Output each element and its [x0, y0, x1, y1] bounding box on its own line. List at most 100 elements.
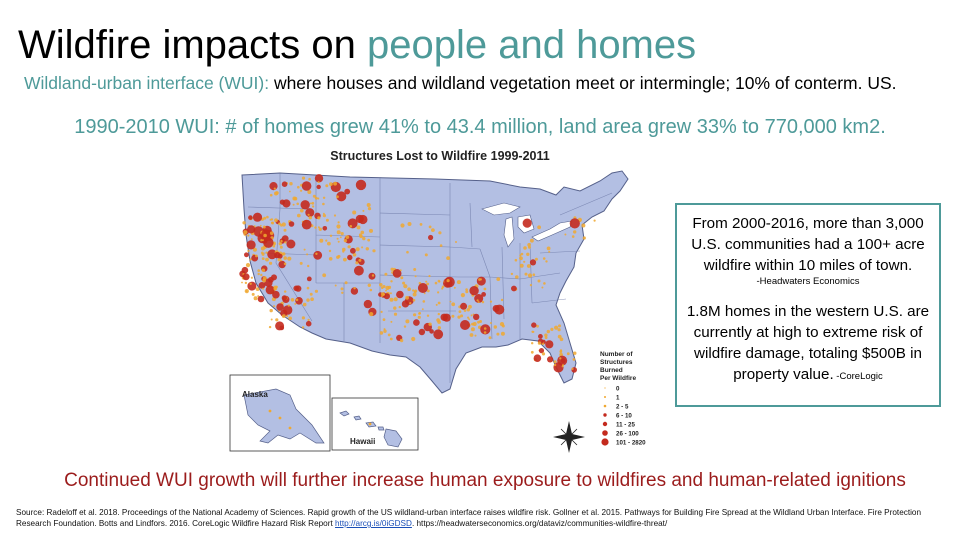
map-title: Structures Lost to Wildfire 1999-2011 — [330, 149, 549, 163]
fire-point — [286, 315, 289, 317]
fire-point — [381, 295, 383, 298]
fire-point — [390, 280, 393, 283]
fire-point — [314, 196, 318, 200]
wildfire-points — [239, 174, 596, 430]
fire-point — [341, 291, 344, 294]
legend-title-2: Structures — [600, 359, 633, 366]
fire-point — [301, 316, 305, 320]
fire-point — [253, 296, 258, 301]
fire-point — [496, 277, 501, 281]
fire-point — [314, 289, 318, 293]
fire-point — [524, 272, 528, 276]
fire-point — [367, 283, 371, 287]
fire-point — [268, 409, 272, 413]
legend-title-4: Per Wildfire — [600, 375, 636, 382]
fire-point — [250, 276, 253, 279]
fire-point — [437, 312, 440, 316]
fire-point — [553, 363, 557, 367]
fire-point — [477, 301, 480, 304]
fire-point — [288, 316, 292, 321]
fire-point — [325, 239, 328, 242]
fire-point — [546, 329, 550, 334]
fire-point — [308, 216, 312, 220]
fire-point — [355, 247, 360, 252]
fire-point — [365, 247, 369, 251]
fire-point — [284, 290, 287, 293]
fire-point — [456, 280, 461, 285]
fire-point — [269, 308, 273, 313]
fire-point — [593, 219, 596, 222]
fire-point — [311, 201, 315, 205]
fire-point — [573, 230, 577, 234]
fire-point — [519, 256, 523, 261]
fire-point — [403, 325, 407, 328]
fire-point — [337, 254, 341, 258]
fire-point — [393, 297, 398, 302]
fire-point — [275, 191, 279, 195]
fire-point — [428, 234, 434, 241]
alaska-label: Alaska — [242, 390, 268, 399]
fire-point — [466, 308, 470, 312]
fire-point — [561, 365, 564, 368]
legend-label: 1 — [616, 394, 620, 401]
fire-point — [457, 315, 461, 319]
fire-point — [426, 282, 429, 286]
fire-point — [322, 214, 326, 218]
fire-point — [257, 295, 265, 303]
fire-point — [312, 194, 316, 198]
fire-point — [265, 257, 269, 262]
fire-point — [317, 226, 320, 229]
fire-point — [526, 264, 531, 268]
fire-point — [362, 209, 365, 212]
fire-point — [280, 309, 288, 317]
fire-point — [380, 286, 384, 289]
fire-point — [330, 181, 341, 193]
fire-point — [274, 218, 278, 223]
fire-point — [296, 202, 299, 206]
legend-swatch — [601, 438, 609, 446]
fire-point — [279, 325, 285, 331]
fire-point — [426, 289, 430, 293]
fire-point — [265, 285, 275, 295]
fire-point — [336, 191, 347, 202]
fire-point — [362, 236, 366, 241]
fire-point — [350, 247, 356, 254]
fire-point — [315, 252, 318, 255]
fire-point — [279, 245, 283, 249]
fire-point — [312, 205, 315, 208]
fire-point — [288, 221, 295, 227]
arcgis-link[interactable]: http://arcg.is/0iGDSD — [335, 519, 412, 528]
fire-point — [371, 274, 375, 277]
fire-point — [289, 182, 293, 186]
fire-point — [533, 354, 542, 362]
fire-point — [317, 216, 321, 220]
legend-title-1: Number of — [600, 351, 633, 358]
fire-point — [345, 235, 350, 239]
fire-point — [542, 257, 546, 260]
fire-point — [328, 257, 333, 261]
fire-point — [429, 329, 434, 334]
fire-point — [483, 287, 487, 291]
fire-point — [261, 257, 265, 260]
fire-point — [417, 283, 428, 293]
legend-swatch — [602, 421, 608, 427]
fire-point — [247, 249, 250, 253]
fire-point — [409, 302, 412, 305]
legend-label: 101 - 2820 — [616, 439, 646, 446]
fire-point — [262, 287, 265, 290]
legend-swatch — [604, 396, 606, 398]
fire-point — [400, 223, 405, 228]
fire-point — [257, 269, 260, 272]
wui-term: Wildland-urban interface (WUI): — [24, 73, 270, 93]
fire-point — [531, 330, 534, 333]
fire-point — [573, 351, 577, 355]
fire-point — [313, 250, 323, 260]
fire-point — [261, 252, 265, 256]
fire-point — [295, 298, 299, 302]
fire-point — [327, 241, 331, 246]
fire-point — [465, 288, 468, 291]
fire-point — [337, 240, 340, 243]
fire-point — [358, 233, 362, 237]
fire-point — [545, 260, 548, 263]
fire-point — [322, 196, 326, 199]
